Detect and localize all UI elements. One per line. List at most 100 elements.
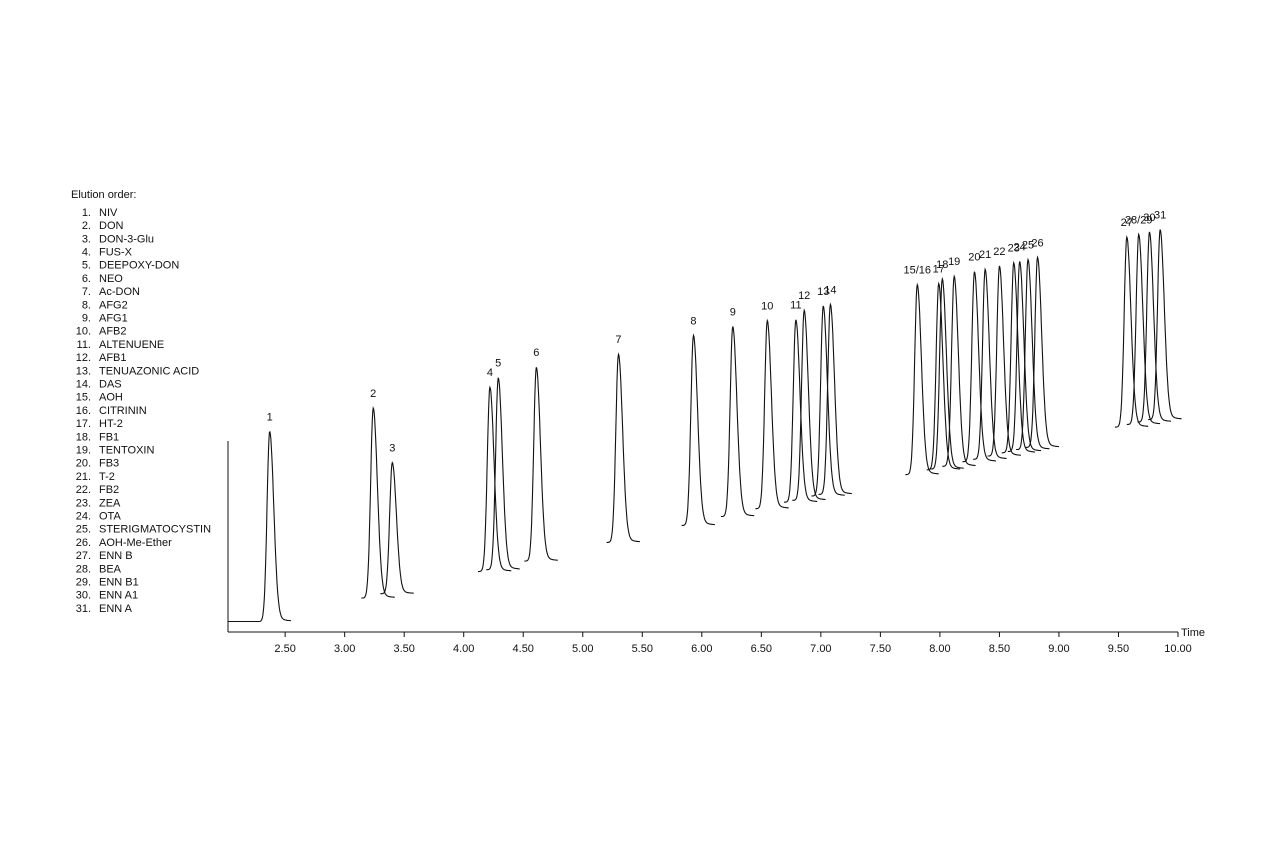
peak-trace: [1025, 255, 1059, 448]
legend-name: AFB1: [99, 352, 127, 364]
peak-label: 28/29: [1125, 214, 1153, 226]
peak-trace: [1001, 260, 1036, 454]
legend-name: DON: [99, 220, 124, 232]
legend-name: FB3: [99, 458, 119, 470]
peak-label: 10: [761, 300, 773, 312]
legend-number: 6.: [82, 273, 91, 285]
peak-trace: [1148, 229, 1182, 421]
legend-number: 27.: [76, 550, 91, 562]
peak-label: 24: [1014, 241, 1026, 253]
x-tick-label: 7.50: [870, 643, 891, 655]
legend-name: CITRININ: [99, 405, 147, 417]
x-tick-label: 7.00: [810, 643, 831, 655]
x-tick-label: 4.00: [453, 643, 474, 655]
legend-name: T-2: [99, 471, 115, 483]
peak-label: 31: [1154, 209, 1166, 221]
legend-number: 26.: [76, 537, 91, 549]
legend-name: AFG1: [99, 313, 128, 325]
legend-number: 30.: [76, 590, 91, 602]
peak-label: 27: [1121, 217, 1133, 229]
x-tick-label: 6.50: [751, 643, 772, 655]
peak-trace: [606, 352, 640, 543]
x-tick-label: 10.00: [1164, 643, 1192, 655]
legend-number: 9.: [82, 313, 91, 325]
legend-name: ENN B1: [99, 577, 139, 589]
legend-name: AOH: [99, 392, 123, 404]
legend-number: 13.: [76, 365, 91, 377]
peak-trace: [987, 265, 1021, 457]
legend-name: AFB2: [99, 326, 127, 338]
peak-trace: [930, 276, 964, 470]
peak-trace: [926, 281, 961, 471]
x-tick-label: 4.50: [513, 643, 534, 655]
legend-number: 12.: [76, 352, 91, 364]
peak-label: 18: [936, 259, 948, 271]
legend-number: 11.: [77, 339, 91, 351]
legend-name: AOH-Me-Ether: [99, 537, 172, 549]
legend-number: 17.: [76, 418, 91, 430]
legend-number: 5.: [82, 260, 91, 272]
legend-number: 14.: [76, 379, 91, 391]
peak-label: 22: [993, 246, 1005, 258]
peak-label: 3: [389, 443, 395, 455]
legend-number: 4.: [82, 247, 91, 259]
legend-name: ENN A1: [99, 590, 138, 602]
legend-number: 24.: [76, 511, 91, 523]
peak-label: 8: [690, 315, 696, 327]
legend-number: 18.: [76, 431, 91, 443]
peak-trace: [720, 326, 755, 518]
legend-number: 31.: [76, 603, 91, 615]
peak-trace: [681, 333, 715, 526]
x-tick-label: 8.50: [989, 643, 1010, 655]
legend-number: 19.: [76, 445, 91, 457]
peak-trace: [755, 318, 789, 510]
peak-label: 4: [487, 367, 493, 379]
legend-name: DEEPOXY-DON: [99, 260, 179, 272]
x-tick-label: 5.50: [632, 643, 653, 655]
legend-name: TENTOXIN: [99, 445, 154, 457]
legend-number: 21.: [76, 471, 91, 483]
peak-label: 19: [948, 256, 960, 268]
peak-label: 12: [798, 290, 810, 302]
legend-number: 29.: [76, 577, 91, 589]
legend-name: FUS-X: [99, 247, 133, 259]
legend-number: 20.: [76, 458, 91, 470]
peak-label: 14: [824, 284, 836, 296]
peak-trace: [1137, 231, 1171, 423]
peak-label: 26: [1031, 237, 1043, 249]
peak-trace: [524, 367, 558, 562]
legend-number: 3.: [82, 233, 91, 245]
legend-name: NEO: [99, 273, 123, 285]
peak-label: 30: [1143, 212, 1155, 224]
legend-name: AFG2: [99, 299, 128, 311]
x-tick-label: 3.50: [393, 643, 414, 655]
peak-label: 15/16: [904, 265, 932, 277]
peak-trace: [811, 305, 845, 497]
legend-name: ALTENUENE: [99, 339, 164, 351]
legend-number: 22.: [76, 484, 91, 496]
peak-trace: [818, 302, 852, 495]
x-tick-label: 9.50: [1108, 643, 1129, 655]
legend-number: 23.: [76, 497, 91, 509]
peak-label: 25: [1022, 239, 1034, 251]
x-tick-label: 9.00: [1048, 643, 1069, 655]
legend-number: 7.: [82, 286, 91, 298]
peak-trace: [942, 274, 976, 467]
peak-trace: [962, 271, 996, 463]
x-tick-label: 8.00: [929, 643, 950, 655]
x-tick-label: 2.50: [274, 643, 295, 655]
legend-name: ZEA: [99, 497, 121, 509]
legend-number: 28.: [76, 563, 91, 575]
legend-number: 8.: [82, 299, 91, 311]
peak-label: 2: [370, 388, 376, 400]
peak-label: 17: [933, 264, 945, 276]
legend-name: DON-3-Glu: [99, 233, 154, 245]
legend-number: 25.: [76, 524, 91, 536]
peak-trace: [361, 405, 395, 599]
peak-trace: [228, 430, 291, 623]
legend-name: ENN B: [99, 550, 133, 562]
legend-title: Elution order:: [71, 189, 136, 201]
peak-trace: [1114, 234, 1149, 428]
legend-number: 2.: [82, 220, 91, 232]
